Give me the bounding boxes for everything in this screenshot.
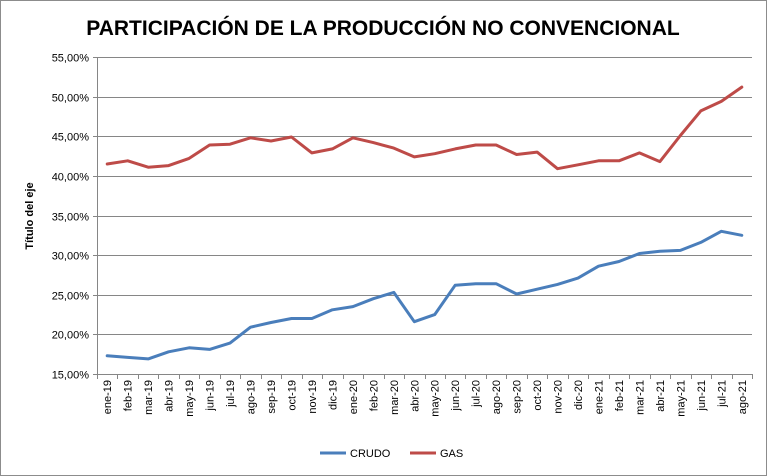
x-tick-label: abr-19 [164, 380, 176, 412]
y-tick-label: 25,00% [52, 291, 90, 303]
x-tick-label: may-20 [430, 380, 442, 417]
x-tick-label: abr-21 [655, 380, 667, 412]
x-tick-label: sep-20 [512, 380, 524, 414]
series-line-gas [105, 85, 744, 171]
y-tick-label: 35,00% [52, 212, 90, 224]
x-tick-label: mar-20 [389, 380, 401, 415]
y-tick-label: 30,00% [52, 251, 90, 263]
y-tick-label: 20,00% [52, 330, 90, 342]
x-tick-label: ene-19 [102, 380, 114, 414]
x-tick-label: ago-19 [246, 380, 258, 414]
x-tick-label: jul-19 [225, 380, 237, 408]
x-tick-label: jun-21 [696, 380, 708, 412]
x-tick-label: nov-19 [307, 380, 319, 414]
x-tick-label: nov-20 [553, 380, 565, 414]
legend-label-crudo: CRUDO [350, 448, 391, 460]
y-tick-label: 50,00% [52, 93, 90, 105]
x-tick-label: mar-19 [143, 380, 155, 415]
chart-title: PARTICIPACIÓN DE LA PRODUCCIÓN NO CONVEN… [86, 16, 680, 40]
y-tick-label: 55,00% [52, 53, 90, 65]
x-tick-label: dic-19 [327, 380, 339, 410]
x-tick-label: jul-21 [716, 380, 728, 408]
y-tick-label: 15,00% [52, 370, 90, 382]
x-tick-label: ene-20 [348, 380, 360, 414]
y-axis-title: Título del eje [24, 182, 36, 249]
x-tick-label: ene-21 [593, 380, 605, 414]
x-tick-label: may-19 [184, 380, 196, 417]
series-line-crudo [105, 229, 744, 361]
x-tick-label: feb-21 [614, 380, 626, 411]
x-tick-label: dic-20 [573, 380, 585, 410]
x-tick-label: ago-21 [737, 380, 749, 414]
x-tick-label: ago-20 [491, 380, 503, 414]
x-tick-label: jul-20 [471, 380, 483, 408]
x-tick-label: sep-19 [266, 380, 278, 414]
x-tick-label: oct-19 [286, 380, 298, 411]
y-tick-label: 40,00% [52, 172, 90, 184]
legend-label-gas: GAS [440, 448, 463, 460]
x-tick-label: feb-20 [368, 380, 380, 411]
x-tick-label: abr-20 [409, 380, 421, 412]
x-tick-label: may-21 [675, 380, 687, 417]
x-tick-label: jun-20 [450, 380, 462, 412]
x-tick-label: jun-19 [205, 380, 217, 412]
y-tick-label: 45,00% [52, 132, 90, 144]
x-tick-label: feb-19 [123, 380, 135, 411]
x-tick-label: oct-20 [532, 380, 544, 411]
x-tick-label: mar-21 [634, 380, 646, 415]
